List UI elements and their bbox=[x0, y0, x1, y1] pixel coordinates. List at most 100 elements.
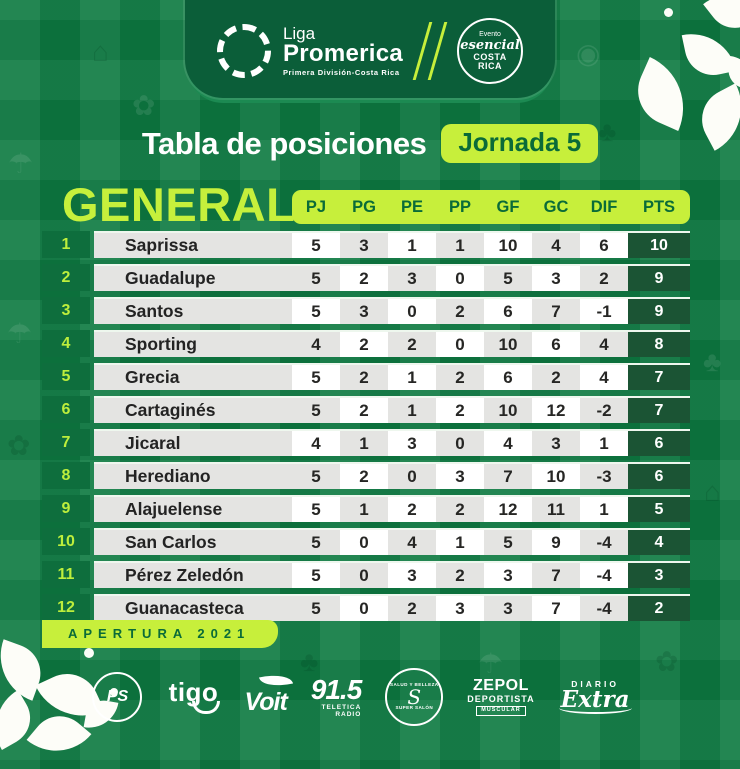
pe-cell: 0 bbox=[388, 297, 436, 324]
gf-cell: 3 bbox=[484, 561, 532, 588]
voit-logo: Voit bbox=[244, 670, 294, 717]
team-name-cell: Saprissa bbox=[94, 231, 292, 258]
gf-cell: 6 bbox=[484, 297, 532, 324]
pts-cell: 9 bbox=[628, 264, 690, 291]
gc-cell: 9 bbox=[532, 528, 580, 555]
pp-cell: 3 bbox=[436, 462, 484, 489]
gc-cell: 7 bbox=[532, 297, 580, 324]
pts-cell: 7 bbox=[628, 396, 690, 423]
event-badge-line2: esencial bbox=[460, 38, 520, 53]
house-icon: ⌂ bbox=[92, 36, 109, 67]
pj-cell: 5 bbox=[292, 264, 340, 291]
table-row: 4 Sporting 4 2 2 0 10 6 4 8 bbox=[42, 330, 690, 357]
team-name-cell: Grecia bbox=[94, 363, 292, 390]
dif-cell: 6 bbox=[580, 231, 628, 258]
dif-cell: -1 bbox=[580, 297, 628, 324]
jps-monogram: PS bbox=[106, 688, 129, 705]
extra-wordmark: Extra bbox=[558, 685, 632, 714]
league-name-line1: Liga bbox=[282, 23, 316, 43]
gf-cell: 5 bbox=[484, 528, 532, 555]
pp-cell: 2 bbox=[436, 495, 484, 522]
dif-cell: 4 bbox=[580, 330, 628, 357]
event-badge-line3: COSTA bbox=[473, 52, 507, 62]
pp-cell: 2 bbox=[436, 363, 484, 390]
dot-decoration bbox=[664, 8, 673, 17]
zepol-muscular-text: MUSCULAR bbox=[476, 706, 526, 716]
position-cell: 4 bbox=[42, 330, 90, 357]
dif-cell: 2 bbox=[580, 264, 628, 291]
column-header-pts: PTS bbox=[642, 197, 676, 216]
pg-cell: 2 bbox=[340, 264, 388, 291]
column-header-pp: PP bbox=[448, 197, 471, 216]
pts-cell: 6 bbox=[628, 429, 690, 456]
pp-cell: 2 bbox=[436, 561, 484, 588]
gc-cell: 3 bbox=[532, 429, 580, 456]
table-row: 1 Saprissa 5 3 1 1 10 4 6 10 bbox=[42, 231, 690, 258]
dif-cell: 1 bbox=[580, 495, 628, 522]
evento-esencial-costa-rica-badge: Evento esencial COSTA RICA bbox=[457, 18, 524, 84]
pe-cell: 1 bbox=[388, 396, 436, 423]
pe-cell: 1 bbox=[388, 231, 436, 258]
pts-cell: 8 bbox=[628, 330, 690, 357]
column-header-gf: GF bbox=[496, 197, 520, 216]
position-cell: 1 bbox=[42, 231, 90, 258]
page-title: Tabla de posiciones bbox=[141, 125, 427, 161]
position-cell: 5 bbox=[42, 363, 90, 390]
pj-cell: 5 bbox=[292, 561, 340, 588]
season-badge: APERTURA 2021 bbox=[42, 620, 279, 648]
pts-cell: 7 bbox=[628, 363, 690, 390]
pg-cell: 2 bbox=[340, 330, 388, 357]
gf-cell: 7 bbox=[484, 462, 532, 489]
umbrella-icon: ☂ bbox=[7, 318, 33, 349]
column-header-dif: DIF bbox=[590, 197, 618, 216]
gc-cell: 11 bbox=[532, 495, 580, 522]
pe-cell: 2 bbox=[388, 330, 436, 357]
pj-cell: 5 bbox=[292, 462, 340, 489]
gc-cell: 3 bbox=[532, 264, 580, 291]
pts-cell: 3 bbox=[628, 561, 690, 588]
gc-cell: 6 bbox=[532, 330, 580, 357]
team-name-cell: Cartaginés bbox=[94, 396, 292, 423]
jornada-badge: Jornada 5 bbox=[441, 124, 599, 163]
pj-cell: 4 bbox=[292, 429, 340, 456]
pg-cell: 3 bbox=[340, 231, 388, 258]
pts-cell: 10 bbox=[628, 231, 690, 258]
jps-logo: PS bbox=[92, 672, 143, 722]
pj-cell: 5 bbox=[292, 396, 340, 423]
pp-cell: 2 bbox=[436, 396, 484, 423]
league-subtitle: Primera División-Costa Rica bbox=[282, 67, 400, 77]
pp-cell: 1 bbox=[436, 231, 484, 258]
pe-cell: 3 bbox=[388, 264, 436, 291]
pj-cell: 5 bbox=[292, 363, 340, 390]
pp-cell: 0 bbox=[436, 429, 484, 456]
dif-cell: -2 bbox=[580, 396, 628, 423]
pj-cell: 4 bbox=[292, 330, 340, 357]
team-name-cell: Alajuelense bbox=[94, 495, 292, 522]
gc-cell: 2 bbox=[532, 363, 580, 390]
pe-cell: 2 bbox=[388, 594, 436, 621]
position-cell: 3 bbox=[42, 297, 90, 324]
team-name-cell: San Carlos bbox=[94, 528, 292, 555]
title-row: Tabla de posiciones Jornada 5 bbox=[0, 124, 740, 163]
team-name-cell: Pérez Zeledón bbox=[94, 561, 292, 588]
pj-cell: 5 bbox=[292, 495, 340, 522]
gf-cell: 10 bbox=[484, 396, 532, 423]
gf-cell: 5 bbox=[484, 264, 532, 291]
flower-icon: ✿ bbox=[132, 90, 156, 121]
umbrella-icon: ☂ bbox=[8, 148, 34, 179]
pp-cell: 0 bbox=[436, 330, 484, 357]
dif-cell: -4 bbox=[580, 594, 628, 621]
tigo-wordmark: tigo bbox=[168, 676, 219, 707]
club-leaf-icon: ♣ bbox=[300, 646, 319, 677]
teletica-915-logo: 91.5 TELETICA RADIO bbox=[311, 675, 362, 719]
gf-cell: 10 bbox=[484, 231, 532, 258]
column-header-pe: PE bbox=[400, 197, 423, 216]
voit-wordmark: Voit bbox=[244, 687, 287, 716]
position-cell: 2 bbox=[42, 264, 90, 291]
gc-cell: 7 bbox=[532, 594, 580, 621]
salud-belleza-top-text: SALUD Y BELLEZA bbox=[390, 682, 439, 688]
gf-cell: 3 bbox=[484, 594, 532, 621]
section-label-general: GENERAL bbox=[62, 178, 296, 231]
sponsor-logos-row: PS tigo Voit 91.5 TELETICA RADIO SALUD Y… bbox=[0, 668, 724, 726]
dif-cell: -4 bbox=[580, 561, 628, 588]
